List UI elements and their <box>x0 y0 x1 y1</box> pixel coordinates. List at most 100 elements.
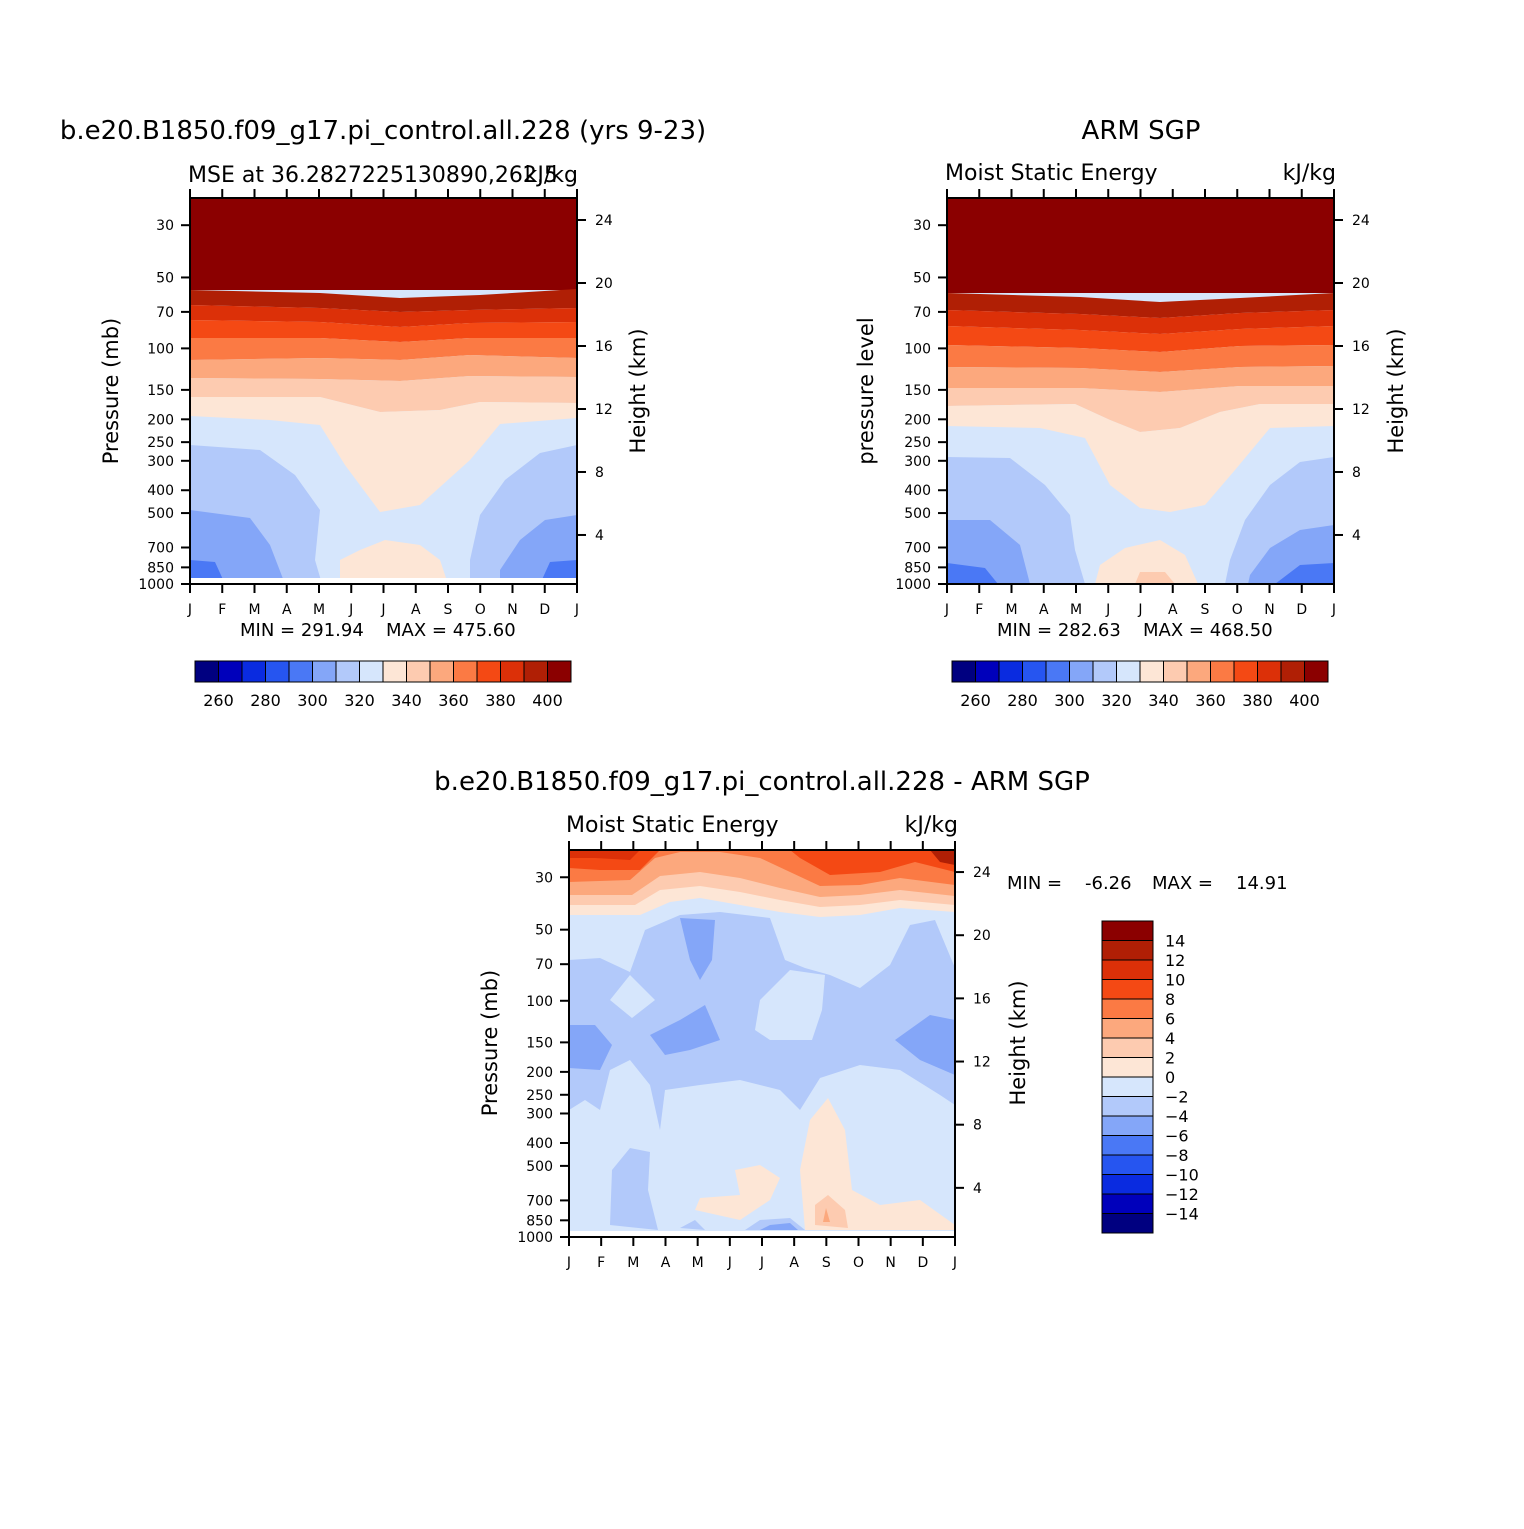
colorbar-swatch <box>1101 979 1154 1000</box>
y2-tick-label: 20 <box>595 276 613 292</box>
panel-diff-max-value: 14.91 <box>1236 873 1288 894</box>
colorbar-swatch <box>1116 660 1141 683</box>
y-tick-label: 100 <box>147 341 174 357</box>
y2-tick-label: 20 <box>973 928 991 944</box>
x-tick-label: J <box>1105 602 1110 618</box>
colorbar-label: 360 <box>1195 691 1226 710</box>
x-tick-label: J <box>1331 602 1336 618</box>
x-tick-label: D <box>917 1255 928 1271</box>
model-missing-below-surface <box>190 578 577 584</box>
obs-band-330-lower <box>1095 540 1198 584</box>
colorbar-swatch <box>241 660 266 683</box>
y-tick-label: 200 <box>526 1065 553 1081</box>
x-tick-label: N <box>1264 602 1274 618</box>
x-tick-label: J <box>187 602 192 618</box>
panel-model: b.e20.B1850.f09_g17.pi_control.all.228 (… <box>60 116 706 710</box>
y-tick-label: 30 <box>535 870 553 886</box>
y-tick-label: 100 <box>526 994 553 1010</box>
colorbar-label: −8 <box>1165 1146 1189 1165</box>
colorbar-swatch <box>1101 940 1154 961</box>
colorbar-swatch <box>288 660 313 683</box>
panel-obs-units: kJ/kg <box>1283 161 1336 186</box>
x-tick-label: J <box>952 1255 957 1271</box>
x-tick-label: A <box>1039 602 1049 618</box>
panel-model-left-string: MSE at 36.2827225130890,262.5 <box>188 163 558 188</box>
panel-diff-units: kJ/kg <box>905 813 958 838</box>
x-tick-label: M <box>1070 602 1082 618</box>
diff-hole-1 <box>610 975 655 1018</box>
model-band-370 <box>190 320 577 342</box>
colorbar-label: 8 <box>1165 990 1175 1009</box>
colorbar-swatch <box>453 660 478 683</box>
y-tick-label: 100 <box>904 341 931 357</box>
obs-band-380 <box>947 310 1334 334</box>
colorbar-label: −6 <box>1165 1127 1189 1146</box>
x-tick-label: M <box>692 1255 704 1271</box>
diff-band-neg4-west <box>569 1025 612 1070</box>
y-tick-label: 150 <box>147 383 174 399</box>
model-band-380 <box>190 305 577 327</box>
model-band-360 <box>190 338 577 360</box>
diff-band-neg4-top <box>680 918 715 980</box>
colorbar-label: −14 <box>1165 1205 1199 1224</box>
diff-band-neg2-lower <box>610 1148 658 1230</box>
x-tick-label: J <box>944 602 949 618</box>
colorbar-swatch <box>1101 1174 1154 1195</box>
colorbar-swatch <box>312 660 337 683</box>
y-tick-label: 300 <box>147 454 174 470</box>
y2-tick-label: 16 <box>595 339 613 355</box>
model-band-330 <box>190 397 577 512</box>
x-tick-label: A <box>661 1255 671 1271</box>
colorbar-label: −4 <box>1165 1107 1189 1126</box>
panel-model-min: MIN = 291.94 <box>240 620 364 641</box>
panel-model-units: kJ/kg <box>525 163 578 188</box>
colorbar-label: 260 <box>960 691 991 710</box>
y-tick-label: 200 <box>904 412 931 428</box>
panel-diff: b.e20.B1850.f09_g17.pi_control.all.228 -… <box>434 767 1287 1271</box>
y2-tick-label: 8 <box>1352 465 1361 481</box>
colorbar-swatch <box>1101 1213 1154 1234</box>
colorbar-swatch <box>500 660 525 683</box>
x-tick-label: J <box>574 602 579 618</box>
colorbar-label: 0 <box>1165 1068 1175 1087</box>
colorbar-swatch <box>1101 1115 1154 1136</box>
y-tick-label: 50 <box>535 923 553 939</box>
colorbar-swatch <box>406 660 431 683</box>
y-tick-label: 700 <box>526 1193 553 1209</box>
panel-obs-colorbar: 260 280 300 320 340 360 380 400 <box>951 660 1329 710</box>
diff-band-0-lower-east <box>800 1098 955 1230</box>
colorbar-swatch <box>1139 660 1164 683</box>
colorbar-swatch <box>1304 660 1329 683</box>
colorbar-label: 2 <box>1165 1049 1175 1068</box>
panel-obs-ylabel-right: Height (km) <box>1384 328 1408 453</box>
y2-tick-label: 24 <box>1352 213 1370 229</box>
colorbar-label: 12 <box>1165 951 1185 970</box>
x-tick-label: M <box>1005 602 1017 618</box>
obs-band-390 <box>947 293 1334 318</box>
y-tick-label: 250 <box>904 435 931 451</box>
diff-band-0-lower-mid <box>695 1165 780 1220</box>
panel-diff-min-label: MIN = <box>1007 873 1062 894</box>
panel-diff-ylabel: Pressure (mb) <box>478 970 502 1117</box>
colorbar-swatch <box>1233 660 1258 683</box>
y2-tick-label: 8 <box>973 1118 982 1134</box>
x-tick-label: O <box>853 1255 864 1271</box>
colorbar-swatch <box>265 660 290 683</box>
colorbar-swatch <box>1163 660 1188 683</box>
x-tick-label: F <box>975 602 983 618</box>
colorbar-label: 300 <box>1054 691 1085 710</box>
colorbar-label: 400 <box>532 691 563 710</box>
y-tick-label: 850 <box>147 560 174 576</box>
y-tick-label: 250 <box>147 435 174 451</box>
obs-band-330 <box>947 404 1334 512</box>
y2-tick-label: 4 <box>973 1181 982 1197</box>
obs-band-350 <box>947 366 1334 392</box>
panel-obs-min: MIN = 282.63 <box>997 620 1121 641</box>
x-tick-label: N <box>885 1255 895 1271</box>
x-tick-label: N <box>507 602 517 618</box>
colorbar-swatch <box>1101 1154 1154 1175</box>
colorbar-swatch <box>1101 1018 1154 1039</box>
panel-diff-left-string: Moist Static Energy <box>566 813 779 838</box>
